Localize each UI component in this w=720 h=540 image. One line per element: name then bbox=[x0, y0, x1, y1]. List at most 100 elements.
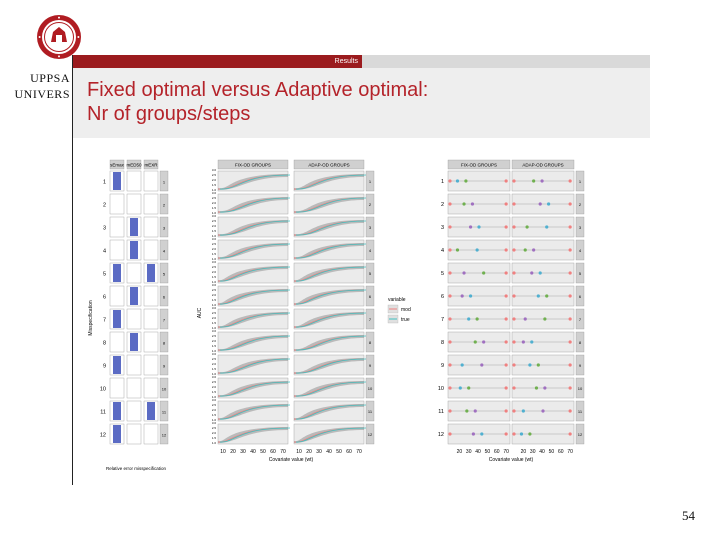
slide-title: Fixed optimal versus Adaptive optimal: N… bbox=[87, 78, 428, 126]
y-tick-label: 2.5 bbox=[212, 334, 217, 338]
true-curve bbox=[295, 427, 367, 443]
dot-min bbox=[512, 340, 516, 344]
dot-value bbox=[468, 225, 473, 229]
dot-max bbox=[504, 225, 508, 229]
x-tick-label: 50 bbox=[485, 449, 491, 455]
x-tick-label: 20 bbox=[230, 449, 236, 455]
y-tick-label: 1.5 bbox=[212, 252, 217, 256]
y-tick-label: 3.0 bbox=[212, 398, 217, 402]
misspecification-bar bbox=[113, 425, 121, 443]
row-label: 12 bbox=[100, 433, 106, 439]
y-tick-label: 2.5 bbox=[212, 426, 217, 430]
row-label: 8 bbox=[103, 341, 106, 347]
y-tick-label: 3.0 bbox=[212, 352, 217, 356]
panel-cell bbox=[143, 239, 159, 261]
row-strip-label: 11 bbox=[368, 409, 373, 414]
dot-max bbox=[568, 340, 572, 344]
y-tick-label: 1.5 bbox=[212, 183, 217, 187]
true-curve bbox=[295, 358, 367, 374]
y-tick-label: 1.0 bbox=[212, 441, 217, 445]
panel-cell bbox=[109, 216, 125, 238]
y-tick-label: 3.0 bbox=[212, 214, 217, 218]
x-tick-label: 50 bbox=[260, 449, 266, 455]
dot-value bbox=[545, 225, 549, 229]
row-strip bbox=[159, 239, 169, 261]
dot-min bbox=[512, 409, 516, 413]
dot-min bbox=[512, 225, 516, 229]
dot-value bbox=[473, 409, 477, 413]
row-strip-label: 5 bbox=[579, 271, 582, 276]
row-strip bbox=[159, 400, 169, 422]
y-tick-label: 1.5 bbox=[212, 436, 217, 440]
left-divider bbox=[72, 55, 73, 485]
true-curve bbox=[295, 174, 367, 190]
panel-label: FIX-OD GROUPS bbox=[235, 163, 271, 168]
y-tick-label: 1.0 bbox=[212, 349, 217, 353]
title-band bbox=[72, 68, 650, 138]
row-strip bbox=[365, 262, 375, 284]
row-strip-label: 8 bbox=[579, 340, 582, 345]
row-label: 9 bbox=[441, 363, 444, 369]
dot-min bbox=[448, 363, 452, 367]
dot-value bbox=[534, 386, 539, 390]
dot-value bbox=[536, 294, 540, 298]
dot-max bbox=[568, 363, 572, 367]
x-tick-label: 40 bbox=[326, 449, 332, 455]
row-strip bbox=[159, 331, 169, 353]
dot-value bbox=[528, 363, 532, 367]
row-strip-label: 4 bbox=[163, 249, 166, 254]
row-strip-label: 6 bbox=[163, 295, 166, 300]
y-tick-label: 1.0 bbox=[212, 303, 217, 307]
dot-value bbox=[530, 340, 534, 344]
dot-value bbox=[480, 432, 484, 436]
y-tick-label: 1.5 bbox=[212, 413, 217, 417]
row-strip bbox=[575, 216, 585, 238]
y-tick-label: 2.5 bbox=[212, 288, 217, 292]
x-tick-label: 20 bbox=[306, 449, 312, 455]
true-curve bbox=[295, 335, 367, 351]
true-curve bbox=[219, 335, 291, 351]
row-label: 5 bbox=[441, 271, 444, 277]
x-tick-label: 10 bbox=[220, 449, 226, 455]
row-strip-label: 10 bbox=[578, 386, 583, 391]
panel-cell bbox=[126, 193, 142, 215]
dot-max bbox=[568, 317, 572, 321]
panel-cell bbox=[126, 400, 142, 422]
panel-cell bbox=[109, 193, 125, 215]
y-tick-label: 2.0 bbox=[212, 385, 217, 389]
row-strip-label: 4 bbox=[369, 248, 372, 253]
y-tick-label: 3.0 bbox=[212, 168, 217, 172]
dot-value bbox=[543, 386, 547, 390]
dot-value bbox=[519, 432, 524, 436]
true-curve bbox=[295, 381, 367, 397]
confidence-band bbox=[218, 289, 288, 305]
panel-strip bbox=[109, 159, 125, 170]
confidence-band bbox=[294, 404, 364, 420]
dot-min bbox=[448, 248, 452, 252]
dot-value bbox=[460, 363, 464, 367]
y-tick-label: 2.5 bbox=[212, 265, 217, 269]
y-tick-label: 1.0 bbox=[212, 188, 217, 192]
y-tick-label: 1.0 bbox=[212, 418, 217, 422]
panel-strip bbox=[293, 159, 365, 170]
dot-min bbox=[448, 386, 452, 390]
row-label: 4 bbox=[441, 248, 444, 254]
dot-min bbox=[512, 179, 516, 183]
dot-max bbox=[568, 248, 572, 252]
row-label: 6 bbox=[103, 295, 106, 301]
dot-value bbox=[467, 317, 471, 321]
legend-label-mod: mod bbox=[401, 307, 411, 313]
dot-value bbox=[482, 271, 486, 275]
y-tick-label: 1.0 bbox=[212, 211, 217, 215]
dot-value bbox=[468, 294, 473, 298]
true-curve bbox=[219, 404, 291, 420]
dot-min bbox=[512, 271, 516, 275]
panel-label: sEmax bbox=[110, 163, 125, 168]
true-curve bbox=[219, 243, 291, 259]
y-tick-label: 1.0 bbox=[212, 372, 217, 376]
y-tick-label: 3.0 bbox=[212, 260, 217, 264]
y-tick-label: 1.5 bbox=[212, 344, 217, 348]
row-strip-label: 10 bbox=[368, 386, 373, 391]
row-strip-label: 1 bbox=[369, 179, 372, 184]
y-tick-label: 2.0 bbox=[212, 224, 217, 228]
